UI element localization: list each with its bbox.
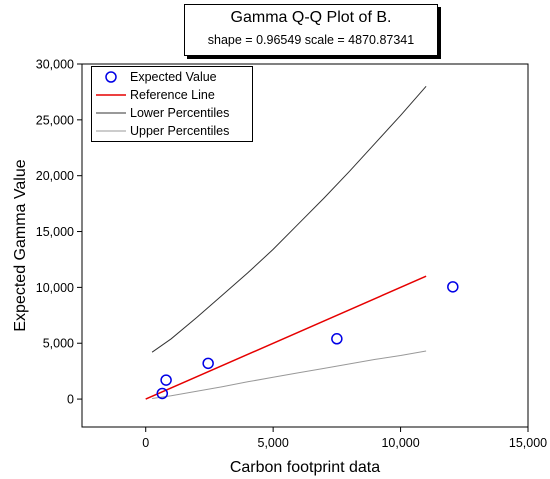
expected-value-point [156,387,169,400]
legend-marker-icon [105,71,117,83]
expected-value-point [202,357,214,370]
y-tick-label: 0 [67,393,74,407]
x-tick-label: 15,000 [509,436,547,450]
y-tick-label: 30,000 [36,58,74,72]
expected-value-point [447,281,459,293]
x-tick-label: 10,000 [381,436,419,450]
legend-line-icon [96,130,126,132]
expected-value-point [331,333,343,345]
y-tick-label: 25,000 [36,113,74,127]
y-tick-label: 10,000 [36,281,74,295]
y-tick-label: 15,000 [36,225,74,239]
chart-title-box: Gamma Q-Q Plot of B. shape = 0.96549 sca… [184,4,438,56]
upper-percentiles-series [152,350,427,399]
y-tick-label: 5,000 [43,337,74,351]
legend: Expected Value Reference Line Lower Perc… [91,66,253,142]
legend-item-expected-value: Expected Value [92,68,252,86]
x-axis-label: Carbon footprint data [230,459,380,476]
legend-item-upper-percentiles: Upper Percentiles [92,122,252,140]
legend-label: Lower Percentiles [130,106,230,120]
y-axis-label: Expected Gamma Value [12,159,29,331]
legend-label: Upper Percentiles [130,124,230,138]
y-tick-label: 20,000 [36,169,74,183]
x-tick-label: 5,000 [258,436,289,450]
legend-label: Expected Value [130,70,217,84]
plot-frame [81,63,529,428]
x-tick-label: 0 [142,436,149,450]
legend-item-reference-line: Reference Line [92,86,252,104]
legend-line-icon [96,112,126,114]
expected-value-point [160,374,172,386]
legend-item-lower-percentiles: Lower Percentiles [92,104,252,122]
reference-line-series [145,275,427,400]
chart-subtitle: shape = 0.96549 scale = 4870.87341 [207,33,415,47]
chart-title: Gamma Q-Q Plot of B. [230,9,392,26]
legend-label: Reference Line [130,88,215,102]
legend-line-icon [96,94,126,96]
lower-percentiles-series [151,85,427,353]
